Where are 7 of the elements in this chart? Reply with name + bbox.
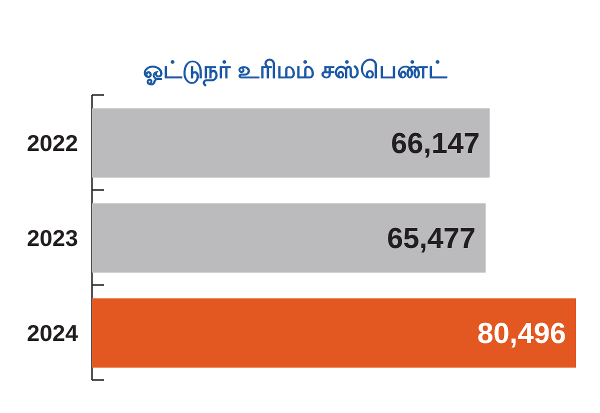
data-label: 80,496 <box>477 318 566 350</box>
category-label: 2023 <box>26 224 78 251</box>
category-label: 2022 <box>26 130 78 156</box>
title: ஓட்டுநர் உரிமம் சஸ்பெண்ட் <box>142 57 448 84</box>
data-label: 65,477 <box>387 222 476 255</box>
category-label: 2024 <box>26 320 78 346</box>
data-label: 66,147 <box>391 128 480 160</box>
